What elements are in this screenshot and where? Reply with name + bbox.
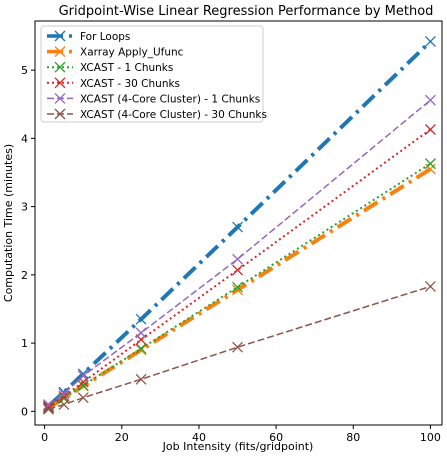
y-tick-label: 1 bbox=[21, 337, 28, 350]
data-point bbox=[232, 341, 243, 353]
data-point bbox=[135, 343, 147, 355]
y-axis-title: Computation Time (minutes) bbox=[2, 144, 15, 302]
y-tick-label: 5 bbox=[21, 64, 28, 77]
data-point bbox=[58, 399, 70, 410]
legend-box bbox=[40, 25, 264, 123]
series-layer bbox=[43, 36, 436, 415]
legend-label: XCAST - 1 Chunks bbox=[80, 62, 173, 74]
legend-item: XCAST (4-Core Cluster) - 30 Chunks bbox=[47, 108, 267, 121]
data-point bbox=[424, 36, 436, 47]
data-point bbox=[58, 390, 70, 402]
series-1 bbox=[43, 36, 436, 412]
x-tick-label: 100 bbox=[420, 431, 441, 444]
data-point bbox=[424, 124, 436, 135]
data-point bbox=[43, 403, 54, 415]
data-point bbox=[232, 281, 243, 293]
data-point bbox=[43, 401, 54, 413]
x-tick-label: 0 bbox=[41, 431, 48, 444]
data-point bbox=[135, 344, 147, 356]
legend-marker bbox=[54, 46, 66, 58]
series-line bbox=[48, 99, 431, 406]
x-tick-label: 80 bbox=[346, 431, 360, 444]
series-line bbox=[47, 162, 431, 409]
legend-marker bbox=[54, 61, 66, 73]
legend-marker bbox=[54, 30, 66, 42]
series-line bbox=[48, 285, 431, 411]
legend-marker bbox=[54, 92, 66, 104]
legend-item: Xarray Apply_Ufunc bbox=[47, 46, 184, 59]
legend-label: For Loops bbox=[80, 31, 130, 43]
data-point bbox=[424, 94, 436, 106]
data-point bbox=[77, 379, 89, 391]
y-tick-label: 4 bbox=[21, 132, 28, 145]
legend-item: XCAST (4-Core Cluster) - 1 Chunks bbox=[47, 92, 260, 105]
x-tick-label: 60 bbox=[269, 431, 283, 444]
series-5 bbox=[43, 94, 436, 410]
data-point bbox=[424, 158, 436, 170]
data-point bbox=[77, 392, 89, 404]
data-point bbox=[424, 281, 436, 292]
data-point bbox=[77, 368, 89, 380]
legend-item: For Loops bbox=[47, 30, 130, 43]
data-point bbox=[135, 327, 147, 339]
data-point bbox=[232, 284, 243, 296]
legend-item: XCAST - 30 Chunks bbox=[47, 77, 180, 90]
plot-frame bbox=[34, 20, 443, 426]
x-tick-label: 40 bbox=[192, 431, 206, 444]
legend-marker bbox=[54, 108, 66, 120]
y-tick-label: 0 bbox=[21, 405, 28, 418]
x-axis: 0 20 40 60 80 100 bbox=[41, 425, 441, 444]
series-4 bbox=[43, 124, 436, 413]
data-point bbox=[232, 221, 243, 233]
y-tick-label: 2 bbox=[21, 269, 28, 282]
legend-label: XCAST (4-Core Cluster) - 1 Chunks bbox=[80, 93, 260, 105]
legend-label: XCAST - 30 Chunks bbox=[80, 78, 180, 90]
data-point bbox=[135, 373, 147, 385]
legend-label: XCAST (4-Core Cluster) - 30 Chunks bbox=[80, 109, 267, 121]
data-point bbox=[232, 264, 243, 276]
x-axis-title: Job Intensity (fits/gridpoint) bbox=[162, 440, 314, 453]
series-6 bbox=[43, 281, 436, 415]
legend-marker bbox=[54, 77, 66, 89]
chart-title: Gridpoint-Wise Linear Regression Perform… bbox=[59, 4, 434, 19]
data-point bbox=[77, 370, 89, 382]
legend: For Loops Xarray Apply_Ufunc XCAST - 1 Chu… bbox=[40, 25, 267, 123]
data-point bbox=[135, 313, 147, 325]
data-point bbox=[58, 388, 70, 400]
data-point bbox=[424, 163, 436, 175]
data-point bbox=[232, 253, 243, 265]
legend-label: Xarray Apply_Ufunc bbox=[80, 47, 184, 59]
legend-item: XCAST - 1 Chunks bbox=[47, 61, 173, 74]
y-tick-label: 3 bbox=[21, 201, 28, 214]
y-axis: 0 1 2 3 4 5 bbox=[21, 64, 35, 418]
x-tick-label: 20 bbox=[115, 431, 129, 444]
